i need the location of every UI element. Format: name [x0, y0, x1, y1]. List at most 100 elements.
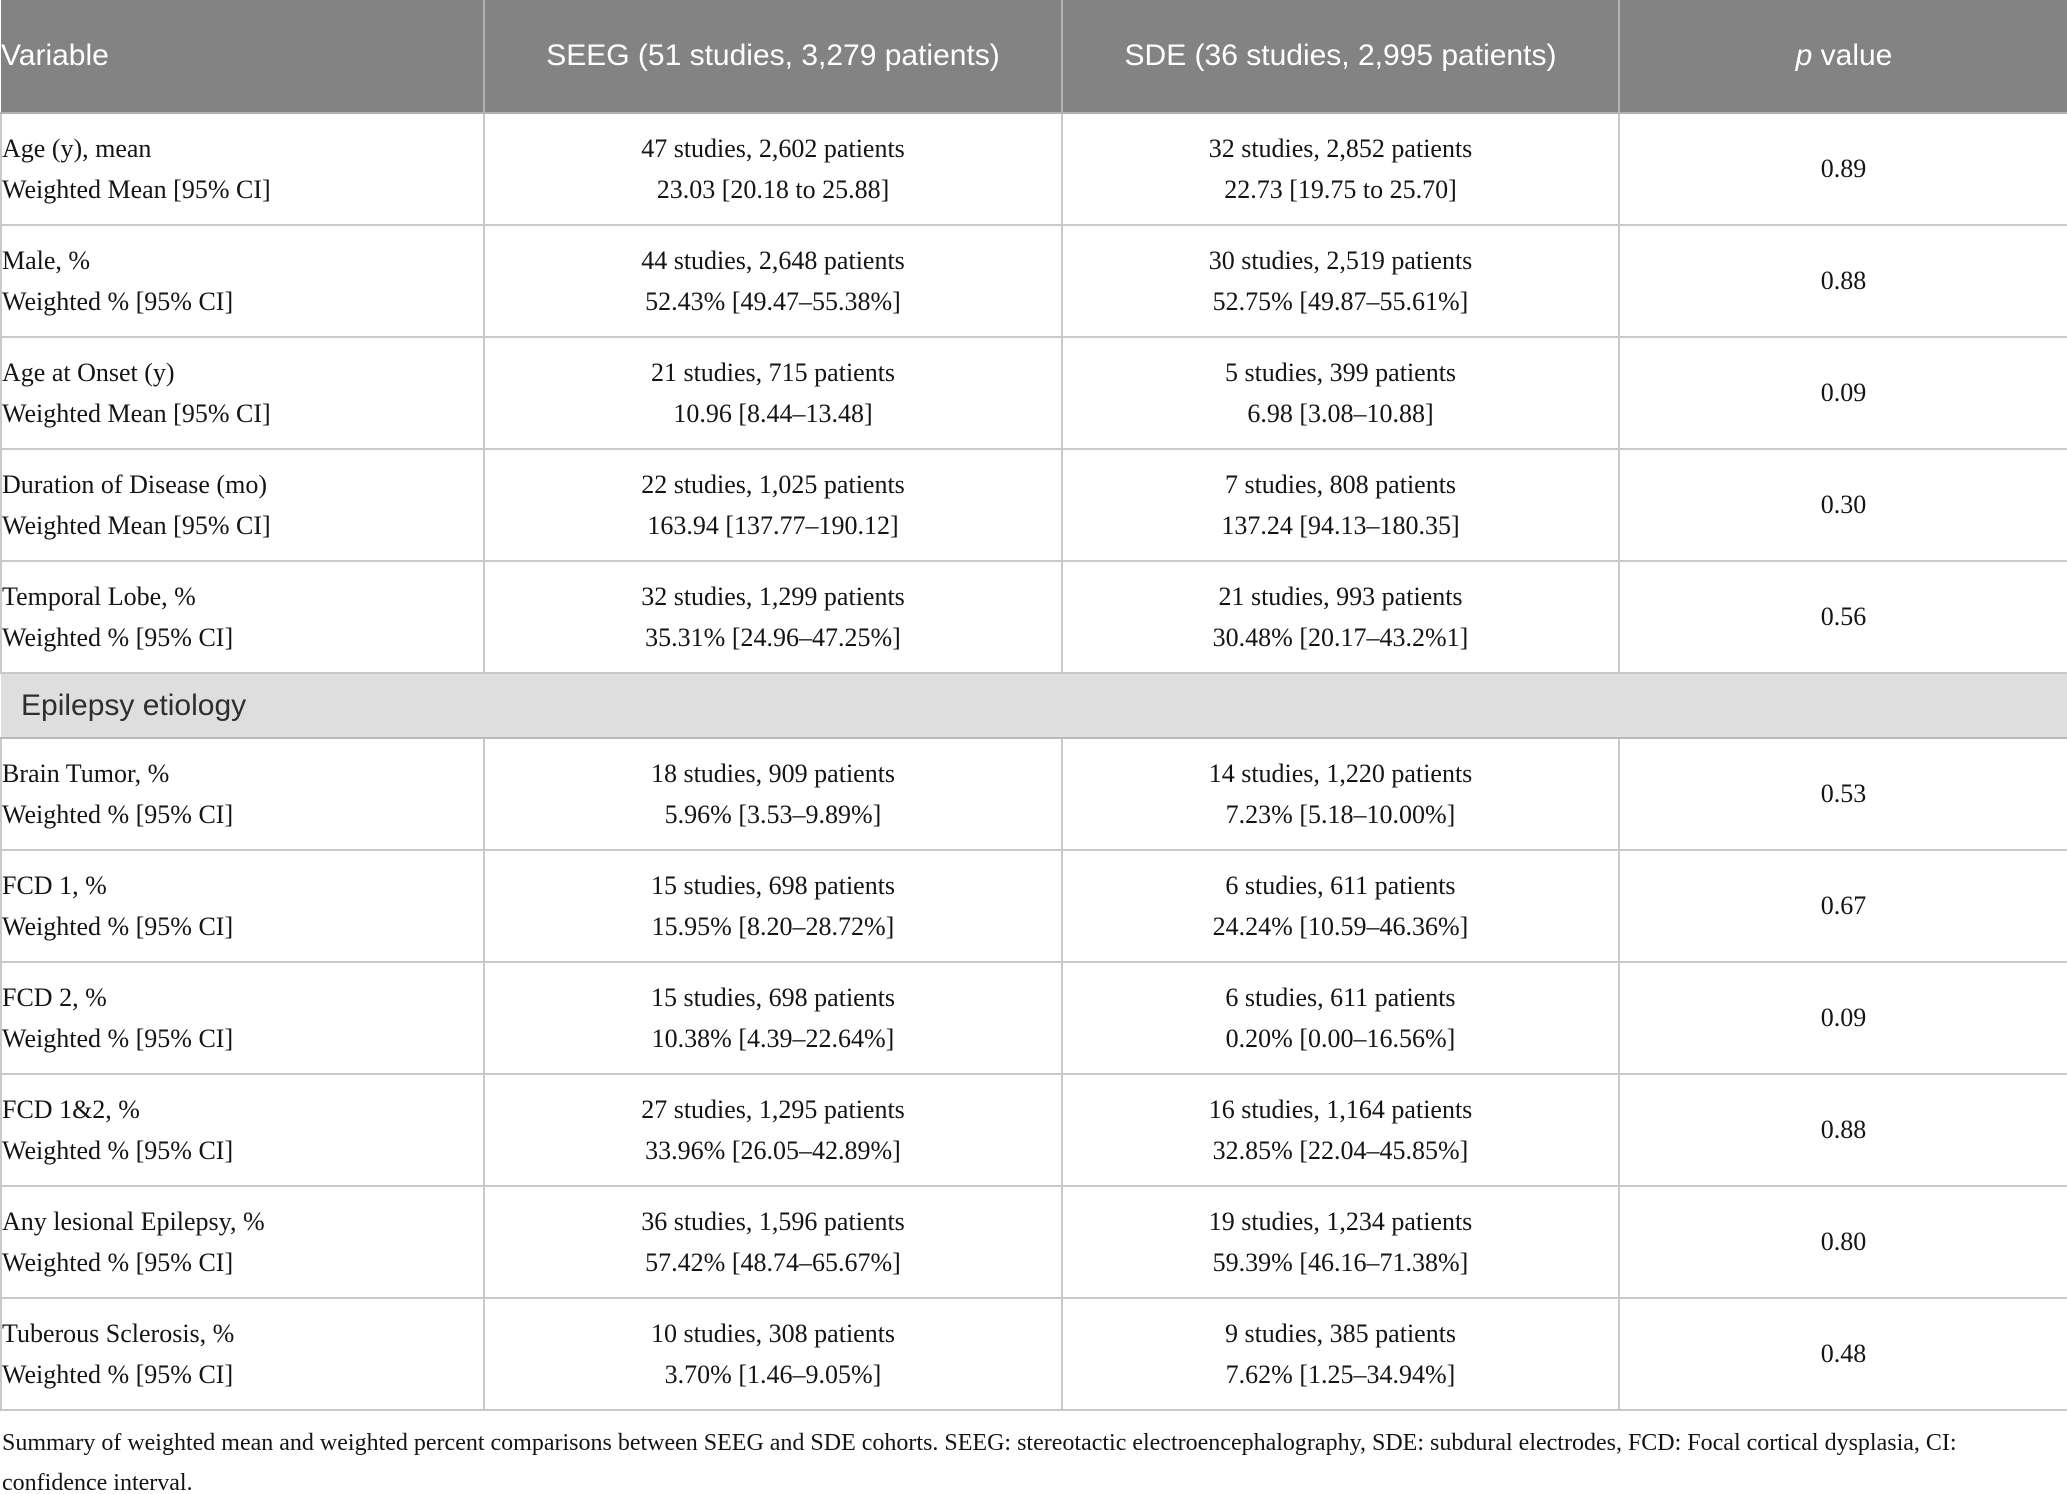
variable-line: Weighted % [95% CI] — [2, 1359, 234, 1389]
seeg-line: 5.96% [3.53–9.89%] — [664, 799, 882, 829]
sde-cell: 5 studies, 399 patients 6.98 [3.08–10.88… — [1061, 336, 1620, 450]
variable-line: FCD 1, % — [2, 870, 107, 900]
sde-line: 14 studies, 1,220 patients — [1208, 758, 1473, 788]
variable-cell: Duration of Disease (mo) Weighted Mean [… — [0, 448, 485, 562]
seeg-line: 27 studies, 1,295 patients — [641, 1094, 905, 1124]
variable-cell: Age (y), mean Weighted Mean [95% CI] — [0, 112, 485, 226]
seeg-line: 15.95% [8.20–28.72%] — [651, 911, 895, 941]
table-row-duration: Duration of Disease (mo) Weighted Mean [… — [0, 448, 2067, 562]
sde-cell: 30 studies, 2,519 patients 52.75% [49.87… — [1061, 224, 1620, 338]
variable-line: Male, % — [2, 245, 91, 275]
variable-cell: FCD 1, % Weighted % [95% CI] — [0, 849, 485, 963]
seeg-line: 35.31% [24.96–47.25%] — [645, 622, 901, 652]
column-header-variable: Variable — [1, 0, 485, 114]
p-value-italic-p: p — [1795, 39, 1813, 72]
variable-cell: Male, % Weighted % [95% CI] — [0, 224, 485, 338]
variable-line: Weighted Mean [95% CI] — [2, 398, 271, 428]
sde-line: 16 studies, 1,164 patients — [1208, 1094, 1473, 1124]
sde-line: 22.73 [19.75 to 25.70] — [1224, 174, 1457, 204]
seeg-cell: 36 studies, 1,596 patients 57.42% [48.74… — [483, 1185, 1063, 1299]
sde-line: 6 studies, 611 patients — [1225, 982, 1456, 1012]
variable-cell: FCD 2, % Weighted % [95% CI] — [0, 961, 485, 1075]
seeg-line: 47 studies, 2,602 patients — [641, 133, 905, 163]
seeg-line: 36 studies, 1,596 patients — [641, 1206, 905, 1236]
p-value-cell: 0.89 — [1618, 112, 2067, 226]
variable-line: Weighted % [95% CI] — [2, 1023, 234, 1053]
seeg-cell: 27 studies, 1,295 patients 33.96% [26.05… — [483, 1073, 1063, 1187]
table-row-temporal-lobe: Temporal Lobe, % Weighted % [95% CI] 32 … — [0, 560, 2067, 674]
variable-line: Weighted % [95% CI] — [2, 799, 234, 829]
sde-line: 32 studies, 2,852 patients — [1208, 133, 1473, 163]
variable-line: Weighted % [95% CI] — [2, 622, 234, 652]
section-header-epilepsy-etiology: Epilepsy etiology — [1, 672, 2067, 739]
p-value-cell: 0.88 — [1618, 1073, 2067, 1187]
sde-line: 30 studies, 2,519 patients — [1208, 245, 1473, 275]
variable-line: Age (y), mean — [2, 133, 152, 163]
p-value-cell: 0.09 — [1618, 336, 2067, 450]
seeg-cell: 15 studies, 698 patients 10.38% [4.39–22… — [483, 961, 1063, 1075]
section-header-label: Epilepsy etiology — [1, 672, 2067, 739]
table-row-age: Age (y), mean Weighted Mean [95% CI] 47 … — [0, 112, 2067, 226]
seeg-line: 163.94 [137.77–190.12] — [647, 510, 899, 540]
table-row-brain-tumor: Brain Tumor, % Weighted % [95% CI] 18 st… — [0, 737, 2067, 851]
column-header-p-value: p value — [1618, 0, 2067, 114]
seeg-cell: 15 studies, 698 patients 15.95% [8.20–28… — [483, 849, 1063, 963]
seeg-line: 21 studies, 715 patients — [650, 357, 896, 387]
sde-cell: 16 studies, 1,164 patients 32.85% [22.04… — [1061, 1073, 1620, 1187]
variable-line: Weighted % [95% CI] — [2, 911, 234, 941]
p-value-cell: 0.09 — [1618, 961, 2067, 1075]
sde-line: 7 studies, 808 patients — [1224, 469, 1457, 499]
sde-cell: 21 studies, 993 patients 30.48% [20.17–4… — [1061, 560, 1620, 674]
seeg-cell: 44 studies, 2,648 patients 52.43% [49.47… — [483, 224, 1063, 338]
table-row-age-at-onset: Age at Onset (y) Weighted Mean [95% CI] … — [0, 336, 2067, 450]
sde-line: 21 studies, 993 patients — [1218, 581, 1463, 611]
variable-line: Weighted Mean [95% CI] — [2, 174, 271, 204]
variable-line: Any lesional Epilepsy, % — [2, 1206, 265, 1236]
p-value-cell: 0.67 — [1618, 849, 2067, 963]
variable-cell: Tuberous Sclerosis, % Weighted % [95% CI… — [0, 1297, 485, 1411]
seeg-line: 10 studies, 308 patients — [650, 1318, 896, 1348]
sde-cell: 19 studies, 1,234 patients 59.39% [46.16… — [1061, 1185, 1620, 1299]
table-row-any-lesional: Any lesional Epilepsy, % Weighted % [95%… — [0, 1185, 2067, 1299]
table-row-tuberous-sclerosis: Tuberous Sclerosis, % Weighted % [95% CI… — [0, 1297, 2067, 1411]
seeg-line: 57.42% [48.74–65.67%] — [645, 1247, 901, 1277]
sde-line: 30.48% [20.17–43.2%1] — [1212, 622, 1469, 652]
seeg-line: 15 studies, 698 patients — [650, 982, 896, 1012]
seeg-cell: 21 studies, 715 patients 10.96 [8.44–13.… — [483, 336, 1063, 450]
seeg-line: 10.96 [8.44–13.48] — [673, 398, 873, 428]
p-value-cell: 0.80 — [1618, 1185, 2067, 1299]
sde-cell: 6 studies, 611 patients 0.20% [0.00–16.5… — [1061, 961, 1620, 1075]
table-row-fcd2: FCD 2, % Weighted % [95% CI] 15 studies,… — [0, 961, 2067, 1075]
sde-line: 7.23% [5.18–10.00%] — [1225, 799, 1456, 829]
table-footnote: Summary of weighted mean and weighted pe… — [2, 1430, 1957, 1494]
seeg-cell: 10 studies, 308 patients 3.70% [1.46–9.0… — [483, 1297, 1063, 1411]
sde-line: 32.85% [22.04–45.85%] — [1212, 1135, 1469, 1165]
sde-cell: 7 studies, 808 patients 137.24 [94.13–18… — [1061, 448, 1620, 562]
variable-line: Weighted Mean [95% CI] — [2, 510, 271, 540]
variable-line: Weighted % [95% CI] — [2, 286, 234, 316]
column-header-seeg: SEEG (51 studies, 3,279 patients) — [483, 0, 1063, 114]
seeg-line: 18 studies, 909 patients — [650, 758, 896, 788]
variable-line: FCD 1&2, % — [2, 1094, 140, 1124]
seeg-line: 15 studies, 698 patients — [650, 870, 896, 900]
sde-line: 137.24 [94.13–180.35] — [1221, 510, 1460, 540]
variable-line: Weighted % [95% CI] — [2, 1135, 234, 1165]
table-row-fcd1and2: FCD 1&2, % Weighted % [95% CI] 27 studie… — [0, 1073, 2067, 1187]
variable-line: Temporal Lobe, % — [2, 581, 196, 611]
sde-line: 59.39% [46.16–71.38%] — [1212, 1247, 1469, 1277]
sde-cell: 14 studies, 1,220 patients 7.23% [5.18–1… — [1061, 737, 1620, 851]
seeg-cell: 47 studies, 2,602 patients 23.03 [20.18 … — [483, 112, 1063, 226]
p-value-cell: 0.88 — [1618, 224, 2067, 338]
seeg-line: 10.38% [4.39–22.64%] — [651, 1023, 895, 1053]
p-value-label-rest: value — [1812, 39, 1893, 72]
seeg-cell: 18 studies, 909 patients 5.96% [3.53–9.8… — [483, 737, 1063, 851]
sde-cell: 32 studies, 2,852 patients 22.73 [19.75 … — [1061, 112, 1620, 226]
sde-line: 9 studies, 385 patients — [1224, 1318, 1457, 1348]
seeg-line: 22 studies, 1,025 patients — [641, 469, 905, 499]
seeg-line: 3.70% [1.46–9.05%] — [664, 1359, 882, 1389]
variable-cell: Any lesional Epilepsy, % Weighted % [95%… — [0, 1185, 485, 1299]
p-value-cell: 0.30 — [1618, 448, 2067, 562]
table-header-row: Variable SEEG (51 studies, 3,279 patient… — [1, 0, 2067, 114]
sde-line: 0.20% [0.00–16.56%] — [1225, 1023, 1456, 1053]
